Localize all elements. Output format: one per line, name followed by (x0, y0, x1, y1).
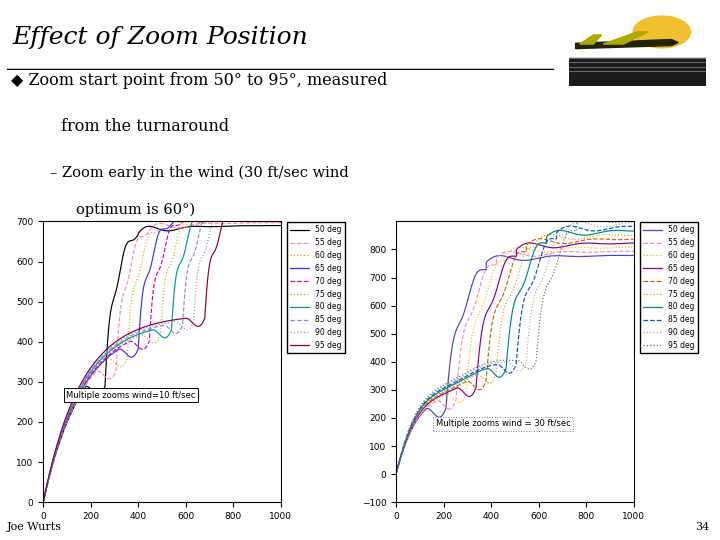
Legend: 50 deg, 55 deg, 60 deg, 65 deg, 70 deg, 75 deg, 80 deg, 85 deg, 90 deg, 95 deg: 50 deg, 55 deg, 60 deg, 65 deg, 70 deg, … (640, 222, 698, 353)
Text: optimum is 60°): optimum is 60°) (76, 202, 194, 217)
Circle shape (633, 16, 690, 48)
Text: Multiple zooms wind=10 ft/sec: Multiple zooms wind=10 ft/sec (66, 391, 196, 400)
Legend: 50 deg, 55 deg, 60 deg, 65 deg, 70 deg, 75 deg, 80 deg, 85 deg, 90 deg, 95 deg: 50 deg, 55 deg, 60 deg, 65 deg, 70 deg, … (287, 222, 345, 353)
Polygon shape (603, 32, 648, 44)
Text: Joe Wurts: Joe Wurts (7, 522, 62, 531)
Text: from the turnaround: from the turnaround (61, 118, 230, 135)
Text: ◆ Zoom start point from 50° to 95°, measured: ◆ Zoom start point from 50° to 95°, meas… (11, 72, 387, 89)
Text: 34: 34 (695, 522, 709, 531)
Text: – Zoom early in the wind (30 ft/sec wind: – Zoom early in the wind (30 ft/sec wind (50, 166, 349, 180)
Polygon shape (580, 35, 602, 44)
Bar (569, 58, 706, 86)
Polygon shape (576, 39, 678, 49)
Text: Effect of Zoom Position: Effect of Zoom Position (13, 25, 308, 49)
Text: Multiple zooms wind = 30 ft/sec: Multiple zooms wind = 30 ft/sec (436, 419, 570, 428)
